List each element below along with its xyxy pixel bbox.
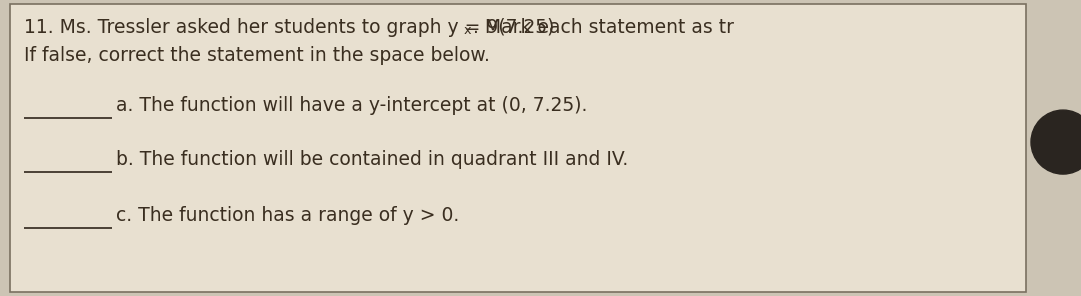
Text: 11. Ms. Tressler asked her students to graph y = 9(7.25): 11. Ms. Tressler asked her students to g… [24,18,555,37]
Text: a. The function will have a y-intercept at (0, 7.25).: a. The function will have a y-intercept … [116,96,587,115]
Text: x: x [464,24,471,37]
FancyBboxPatch shape [10,4,1026,292]
Text: b. The function will be contained in quadrant III and IV.: b. The function will be contained in qua… [116,150,628,169]
Text: c. The function has a range of y > 0.: c. The function has a range of y > 0. [116,206,459,225]
Text: If false, correct the statement in the space below.: If false, correct the statement in the s… [24,46,490,65]
Circle shape [1031,110,1081,174]
Text: . Mark each statement as tr: . Mark each statement as tr [472,18,734,37]
